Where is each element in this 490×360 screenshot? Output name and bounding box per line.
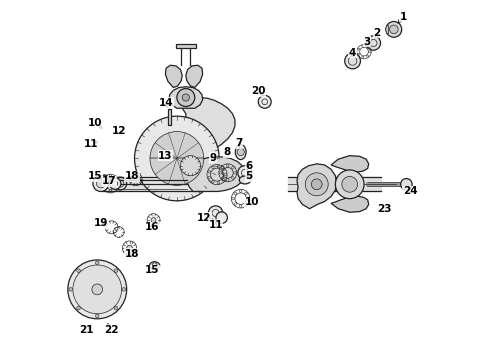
Circle shape bbox=[216, 212, 227, 224]
Text: 13: 13 bbox=[158, 150, 172, 161]
Circle shape bbox=[182, 94, 190, 101]
Ellipse shape bbox=[149, 262, 160, 269]
Circle shape bbox=[180, 156, 200, 176]
Circle shape bbox=[114, 269, 118, 273]
Ellipse shape bbox=[100, 175, 108, 181]
Circle shape bbox=[97, 179, 105, 188]
Circle shape bbox=[258, 95, 271, 108]
Text: 7: 7 bbox=[235, 139, 242, 148]
Circle shape bbox=[342, 176, 358, 192]
Polygon shape bbox=[166, 65, 182, 87]
Circle shape bbox=[77, 269, 80, 273]
Ellipse shape bbox=[239, 176, 251, 184]
Text: 14: 14 bbox=[159, 98, 173, 108]
Text: 18: 18 bbox=[125, 248, 139, 258]
Polygon shape bbox=[331, 196, 368, 212]
Circle shape bbox=[96, 261, 99, 265]
Circle shape bbox=[208, 206, 223, 220]
Circle shape bbox=[126, 245, 132, 251]
FancyBboxPatch shape bbox=[168, 109, 171, 126]
Text: 23: 23 bbox=[377, 204, 392, 214]
Text: 15: 15 bbox=[88, 171, 102, 181]
Polygon shape bbox=[169, 87, 203, 108]
Polygon shape bbox=[331, 156, 368, 172]
Text: 5: 5 bbox=[245, 171, 253, 181]
Text: 4: 4 bbox=[349, 48, 356, 58]
Circle shape bbox=[77, 306, 80, 310]
Circle shape bbox=[151, 218, 156, 223]
Circle shape bbox=[92, 284, 102, 295]
Text: 8: 8 bbox=[223, 147, 231, 157]
Circle shape bbox=[122, 288, 125, 291]
Polygon shape bbox=[186, 157, 245, 192]
Circle shape bbox=[68, 260, 126, 319]
Text: 10: 10 bbox=[88, 118, 103, 128]
Text: 19: 19 bbox=[94, 218, 108, 228]
Circle shape bbox=[177, 89, 195, 107]
Text: 12: 12 bbox=[112, 126, 126, 135]
Text: 17: 17 bbox=[102, 176, 117, 186]
Text: 10: 10 bbox=[245, 197, 259, 207]
Circle shape bbox=[311, 179, 322, 190]
Polygon shape bbox=[386, 25, 389, 34]
Polygon shape bbox=[163, 98, 235, 177]
Circle shape bbox=[386, 22, 402, 37]
Text: 9: 9 bbox=[209, 153, 216, 163]
Circle shape bbox=[96, 314, 99, 318]
Circle shape bbox=[238, 166, 252, 180]
Text: 16: 16 bbox=[145, 222, 159, 232]
Circle shape bbox=[114, 306, 118, 310]
Text: 6: 6 bbox=[245, 161, 253, 171]
Text: 11: 11 bbox=[84, 139, 99, 149]
Text: 18: 18 bbox=[125, 171, 139, 181]
Text: 3: 3 bbox=[363, 37, 370, 47]
Circle shape bbox=[135, 116, 219, 201]
Circle shape bbox=[305, 173, 328, 196]
Polygon shape bbox=[186, 65, 203, 87]
Circle shape bbox=[150, 132, 204, 185]
Text: 2: 2 bbox=[373, 28, 381, 38]
Text: 1: 1 bbox=[400, 12, 407, 22]
Text: 11: 11 bbox=[208, 220, 223, 230]
Circle shape bbox=[335, 170, 364, 199]
Circle shape bbox=[93, 176, 109, 192]
Text: 22: 22 bbox=[104, 325, 119, 335]
Ellipse shape bbox=[235, 144, 246, 159]
Polygon shape bbox=[176, 44, 196, 48]
Circle shape bbox=[344, 53, 361, 69]
Circle shape bbox=[73, 265, 122, 314]
Circle shape bbox=[109, 178, 121, 189]
Polygon shape bbox=[297, 164, 337, 209]
Circle shape bbox=[237, 148, 245, 156]
Text: 12: 12 bbox=[196, 213, 211, 222]
Text: 21: 21 bbox=[79, 325, 94, 335]
Text: 20: 20 bbox=[251, 86, 266, 96]
Text: 24: 24 bbox=[403, 186, 417, 197]
Text: 15: 15 bbox=[145, 265, 160, 275]
Circle shape bbox=[390, 25, 398, 34]
Circle shape bbox=[401, 179, 412, 190]
Circle shape bbox=[366, 36, 381, 50]
Circle shape bbox=[69, 288, 73, 291]
